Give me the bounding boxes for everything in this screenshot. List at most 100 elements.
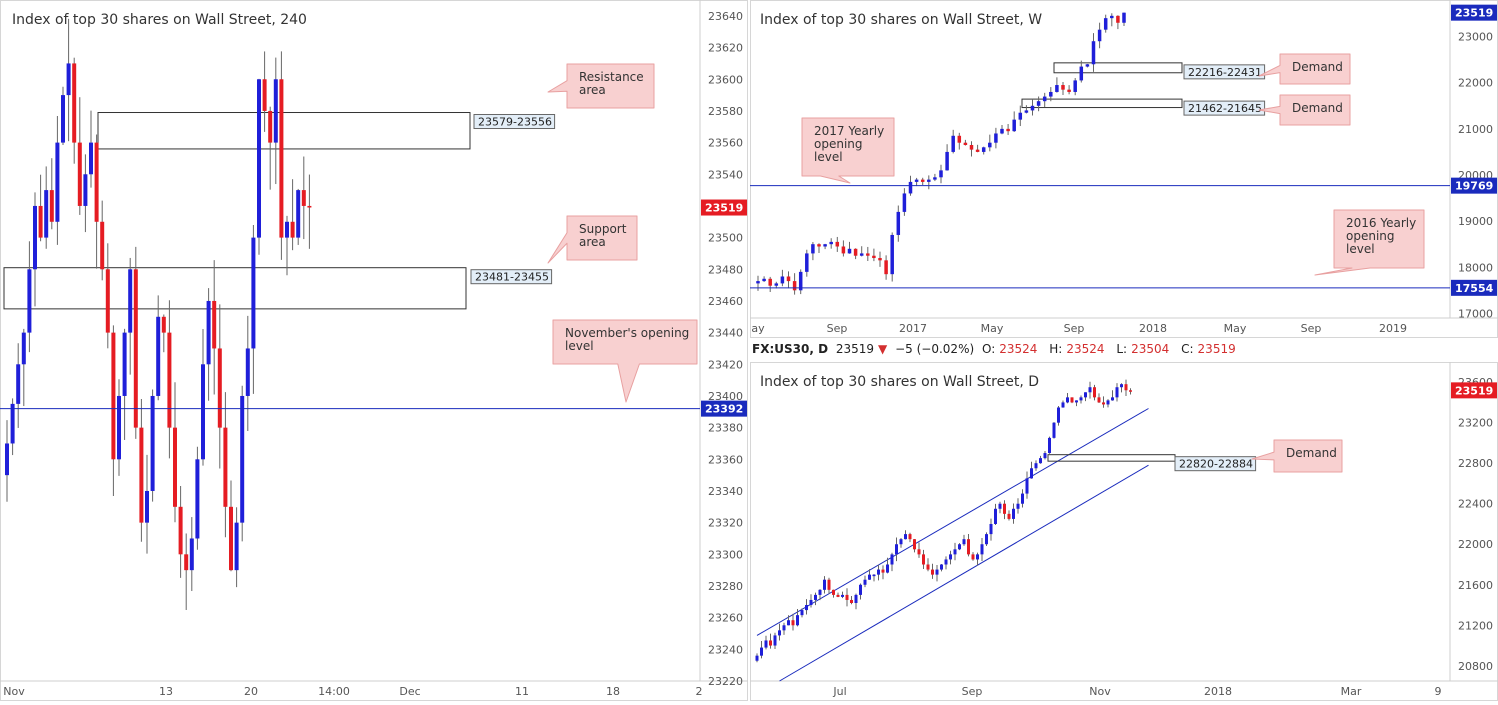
chart-240-candle[interactable] [217,348,222,428]
chart-weekly-candle[interactable] [969,145,974,150]
chart-daily-candle[interactable] [922,554,925,565]
chart-weekly-candle[interactable] [817,244,821,247]
chart-panel-daily[interactable]: Index of top 30 shares on Wall Street, D… [750,362,1498,701]
chart-weekly-candle[interactable] [756,281,760,284]
chart-daily-candle[interactable] [895,544,898,555]
chart-weekly-candle[interactable] [1097,29,1102,42]
chart-weekly-candle[interactable] [805,253,809,272]
chart-240-candle[interactable] [279,79,284,238]
chart-daily-candle[interactable] [998,503,1002,509]
chart-daily-candle[interactable] [1097,397,1101,403]
chart-240-candle[interactable] [89,142,93,175]
chart-240-zone-box[interactable] [97,112,471,150]
chart-daily-candle[interactable] [845,594,849,600]
channel-upper-line[interactable] [756,408,1149,636]
chart-daily-candle[interactable] [890,554,894,565]
chart-240-candle[interactable] [285,221,289,238]
chart-240-candle[interactable] [61,95,65,143]
chart-240-candle[interactable] [94,142,99,222]
chart-daily-candle[interactable] [1039,458,1042,464]
chart-daily-candle[interactable] [989,523,993,535]
chart-daily-candle[interactable] [791,620,795,626]
chart-240-candle[interactable] [307,205,312,208]
chart-weekly-candle[interactable] [951,135,955,152]
chart-daily-candle[interactable] [800,610,804,616]
chart-weekly-candle[interactable] [1012,119,1016,132]
chart-240-candle[interactable] [156,316,161,396]
chart-daily-candle[interactable] [1066,397,1069,403]
chart-240-candle[interactable] [72,63,77,143]
chart-240-candle[interactable] [44,190,49,238]
chart-240-candle[interactable] [128,269,133,333]
chart-weekly-candle[interactable] [792,281,797,291]
chart-weekly-candle[interactable] [1103,18,1108,30]
chart-240-candle[interactable] [201,364,205,460]
chart-daily-candle[interactable] [1025,478,1029,494]
chart-panel-240[interactable]: Index of top 30 shares on Wall Street, 2… [0,0,748,701]
chart-weekly-candle[interactable] [774,283,779,286]
chart-weekly-candle[interactable] [1049,91,1053,97]
chart-daily-candle[interactable] [1106,400,1110,405]
chart-240-candle[interactable] [105,269,110,333]
chart-weekly-candle[interactable] [872,255,876,259]
chart-weekly-candle[interactable] [1061,85,1065,90]
chart-daily-candle[interactable] [971,554,975,560]
chart-daily-candle[interactable] [818,589,822,595]
chart-weekly-candle[interactable] [902,193,907,212]
chart-weekly-candle[interactable] [927,179,931,182]
chart-weekly-candle[interactable] [988,142,992,148]
chart-weekly-candle[interactable] [975,149,980,152]
chart-daily-candle[interactable] [827,579,831,590]
chart-weekly-zone-box[interactable] [1021,98,1183,109]
chart-daily-candle[interactable] [1093,387,1096,398]
demand-upper-callout-box[interactable] [1258,53,1351,85]
chart-daily-candle[interactable] [949,554,952,560]
chart-240-candle[interactable] [122,332,127,396]
chart-daily-candle[interactable] [809,599,813,606]
chart-240-candle[interactable] [257,79,261,238]
chart-weekly-candle[interactable] [853,248,858,256]
chart-daily-candle[interactable] [877,569,880,575]
chart-weekly-candle[interactable] [768,278,772,286]
chart-daily-candle[interactable] [881,569,885,573]
chart-weekly-candle[interactable] [1036,101,1041,106]
chart-daily-candle[interactable] [782,625,786,631]
chart-weekly-candle[interactable] [981,147,986,152]
chart-weekly-zone-box[interactable] [1053,62,1183,74]
chart-240-candle[interactable] [27,269,32,333]
chart-daily-candle[interactable] [1079,397,1083,401]
demand-lower-callout-box[interactable] [1258,94,1351,126]
chart-240-candle[interactable] [223,427,228,507]
chart-weekly-candle[interactable] [908,181,913,194]
chart-daily-candle[interactable] [1016,503,1020,509]
chart-weekly-candle[interactable] [823,244,827,247]
chart-daily-candle[interactable] [886,564,889,573]
chart-daily-candle[interactable] [926,564,930,570]
chart-daily-candle[interactable] [769,640,772,646]
chart-240-candle[interactable] [245,348,250,396]
chart-weekly-candle[interactable] [1030,105,1035,111]
chart-240-candle[interactable] [234,522,239,571]
chart-weekly-candle[interactable] [786,276,791,282]
chart-weekly-candle[interactable] [1091,41,1096,65]
chart-daily-candle[interactable] [953,549,957,555]
chart-daily-candle[interactable] [773,635,777,646]
chart-daily-candle[interactable] [1124,384,1128,391]
chart-daily-candle[interactable] [859,584,862,595]
chart-240-candle[interactable] [189,538,194,571]
chart-240-candle[interactable] [133,269,138,428]
chart-daily-candle[interactable] [868,574,871,580]
chart-weekly-candle[interactable] [762,278,766,282]
november-opening-callout-box[interactable] [552,319,698,403]
chart-daily-candle[interactable] [1102,402,1105,405]
chart-weekly-candle[interactable] [1000,128,1004,134]
chart-weekly-candle[interactable] [1067,89,1071,92]
chart-240-candle[interactable] [145,490,149,523]
chart-weekly-candle[interactable] [945,151,949,171]
chart-weekly-candle[interactable] [920,179,925,182]
chart-daily-candle[interactable] [1021,493,1024,504]
chart-daily-candle[interactable] [832,589,835,595]
chart-240-candle[interactable] [167,332,172,428]
chart-weekly-candle[interactable] [878,258,882,261]
chart-240-candle[interactable] [206,300,211,365]
